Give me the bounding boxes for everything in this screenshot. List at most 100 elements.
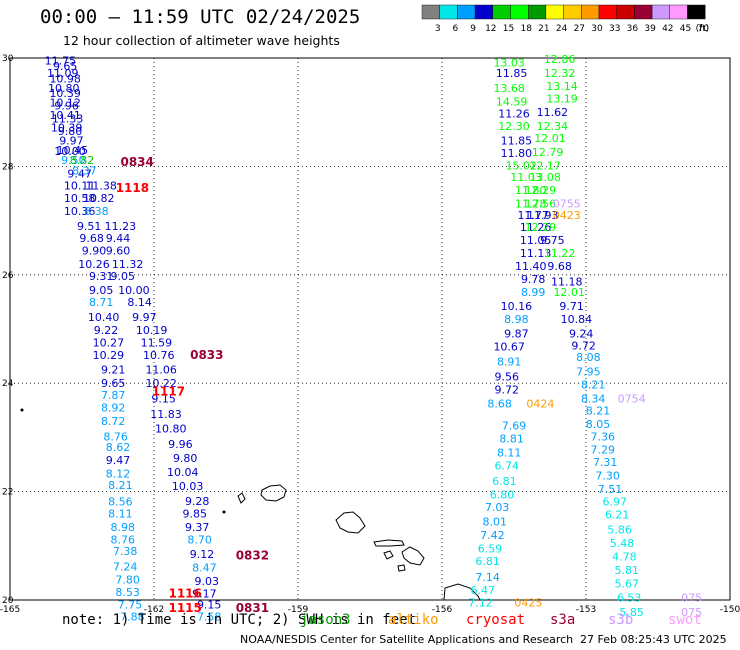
wave-height-value: 7.58 xyxy=(197,610,222,623)
wave-height-value: 12.01 xyxy=(553,286,585,299)
colorbar-tick-label: 12 xyxy=(485,24,496,34)
wave-height-value: 8.11 xyxy=(497,447,522,460)
wave-height-value: 9.75 xyxy=(540,234,565,247)
colorbar-tick-label: 39 xyxy=(644,24,656,34)
dot-marker xyxy=(222,510,226,514)
wave-height-value: 9.51 xyxy=(77,220,102,233)
wave-height-value: 10.82 xyxy=(83,192,115,205)
wave-height-value: 8.08 xyxy=(576,351,601,364)
wave-height-value: 12.56 xyxy=(525,197,557,210)
wave-height-value: 8.14 xyxy=(127,296,152,309)
colorbar-tick-label: 9 xyxy=(470,24,476,34)
wave-height-value: 6.74 xyxy=(495,460,520,473)
wave-height-value: 11.18 xyxy=(551,275,583,288)
wave-height-value: 9.65 xyxy=(53,60,78,73)
lon-tick-label: -162 xyxy=(144,605,164,615)
colorbar-unit: (ft) xyxy=(696,24,710,34)
wave-height-value: 8.37 xyxy=(72,165,97,178)
map-frame xyxy=(9,57,731,601)
wave-height-value: 5.85 xyxy=(619,606,644,619)
wave-height-value: 7.14 xyxy=(475,571,500,584)
colorbar-tick-label: 70 xyxy=(697,24,709,34)
wave-height-value: 10.80 xyxy=(155,423,187,436)
wave-height-value: 8.92 xyxy=(101,402,126,415)
wave-height-value: 8.34 xyxy=(581,392,606,405)
wave-height-value: 9.97 xyxy=(132,311,157,324)
wave-height-value: 7.42 xyxy=(480,529,505,542)
wave-height-value: 10.39 xyxy=(51,121,83,134)
wave-height-value: 7.87 xyxy=(101,389,126,402)
wave-height-value: 7.38 xyxy=(113,545,138,558)
wave-height-value: 8.56 xyxy=(108,495,133,508)
wave-height-value: 13.19 xyxy=(546,93,578,106)
wave-height-value: 5.48 xyxy=(610,537,635,550)
wave-height-value: 10.11 xyxy=(64,179,96,192)
lon-tick-label: -165 xyxy=(0,605,20,615)
wave-height-value: 12.34 xyxy=(537,120,569,133)
wave-height-value: 10.58 xyxy=(64,192,96,205)
page-title: 00:00 – 11:59 UTC 02/24/2025 xyxy=(40,6,361,28)
wave-height-value: 9.68 xyxy=(547,260,572,273)
wave-height-value: 10.39 xyxy=(49,87,81,100)
colorbar-tick-label: 3 xyxy=(435,24,441,34)
colorbar-tick-label: 27 xyxy=(574,24,585,34)
wave-height-value: 9.80 xyxy=(173,452,198,465)
wave-height-value: 8.72 xyxy=(101,415,126,428)
wave-height-value: 10.12 xyxy=(49,96,81,109)
wave-height-value: 11.83 xyxy=(150,408,182,421)
wave-height-value: 11.33 xyxy=(52,113,84,126)
mission-label-jason3: jason3 xyxy=(300,612,351,628)
page-subtitle: 12 hour collection of altimeter wave hei… xyxy=(63,33,340,48)
wave-height-value: 8.05 xyxy=(586,418,611,431)
island-maui xyxy=(401,546,425,566)
wave-height-value: 10.19 xyxy=(136,324,168,337)
pass-time-label: 1115 xyxy=(168,601,201,615)
wave-height-value: 0754 xyxy=(618,392,646,405)
wave-height-value: 11.80 xyxy=(515,184,547,197)
mission-label-altiko: altiko xyxy=(388,612,439,628)
wave-height-value: 8.53 xyxy=(115,586,140,599)
wave-height-value: 12.32 xyxy=(544,67,576,80)
wave-height-value: 0424 xyxy=(526,397,554,410)
wave-height-value: 11.62 xyxy=(537,106,569,119)
wave-height-value: 4.78 xyxy=(612,551,637,564)
wave-height-value: 10.16 xyxy=(501,300,533,313)
lon-tick-label: -156 xyxy=(432,605,453,615)
wave-height-value: 9.12 xyxy=(190,548,215,561)
wave-height-value: 6.47 xyxy=(471,584,496,597)
wave-height-value: 10.76 xyxy=(143,349,175,362)
wave-height-value: 11.32 xyxy=(112,258,144,271)
colorbar-tick-label: 15 xyxy=(503,24,514,34)
lat-tick-label: 24 xyxy=(2,379,14,389)
wave-height-value: 8.12 xyxy=(106,468,131,481)
wave-height-value: 5.67 xyxy=(615,578,640,591)
wave-height-value: 11.22 xyxy=(544,247,576,260)
colorbar-tick-label: 30 xyxy=(591,24,603,34)
island-niihau xyxy=(237,492,246,504)
wave-height-value: 9.15 xyxy=(151,392,176,405)
wave-height-value: 8.91 xyxy=(497,356,522,369)
wave-height-value: 7.95 xyxy=(576,365,601,378)
wave-height-value: 13.03 xyxy=(493,56,525,69)
wave-height-value: 9.56 xyxy=(495,371,520,384)
colorbar-tick-label: 42 xyxy=(662,24,673,34)
wave-height-value: 11.93 xyxy=(527,209,559,222)
wave-height-value: 9.05 xyxy=(111,270,136,283)
colorbar-tick-label: 6 xyxy=(453,24,459,34)
colorbar-tick-label: 36 xyxy=(627,24,639,34)
wave-height-value: 9.97 xyxy=(59,134,84,147)
wave-height-value: 12.86 xyxy=(544,53,576,66)
wave-height-value: 10.67 xyxy=(493,340,525,353)
wave-height-value: 11.80 xyxy=(501,147,533,160)
wave-height-value: 9.60 xyxy=(106,244,131,257)
wave-height-value: 13.14 xyxy=(546,80,578,93)
wave-height-value: 9.28 xyxy=(185,495,210,508)
pass-time-label: 0833 xyxy=(190,348,223,362)
wave-height-value: 9.31 xyxy=(89,270,114,283)
wave-height-value: 8.21 xyxy=(581,378,606,391)
wave-height-value: 9.72 xyxy=(495,384,520,397)
wave-height-value: 10.00 xyxy=(118,284,150,297)
mission-label-cryosat: cryosat xyxy=(466,612,526,628)
wave-height-value: 10.00 xyxy=(54,145,86,158)
wave-height-value: 9.15 xyxy=(197,598,222,611)
